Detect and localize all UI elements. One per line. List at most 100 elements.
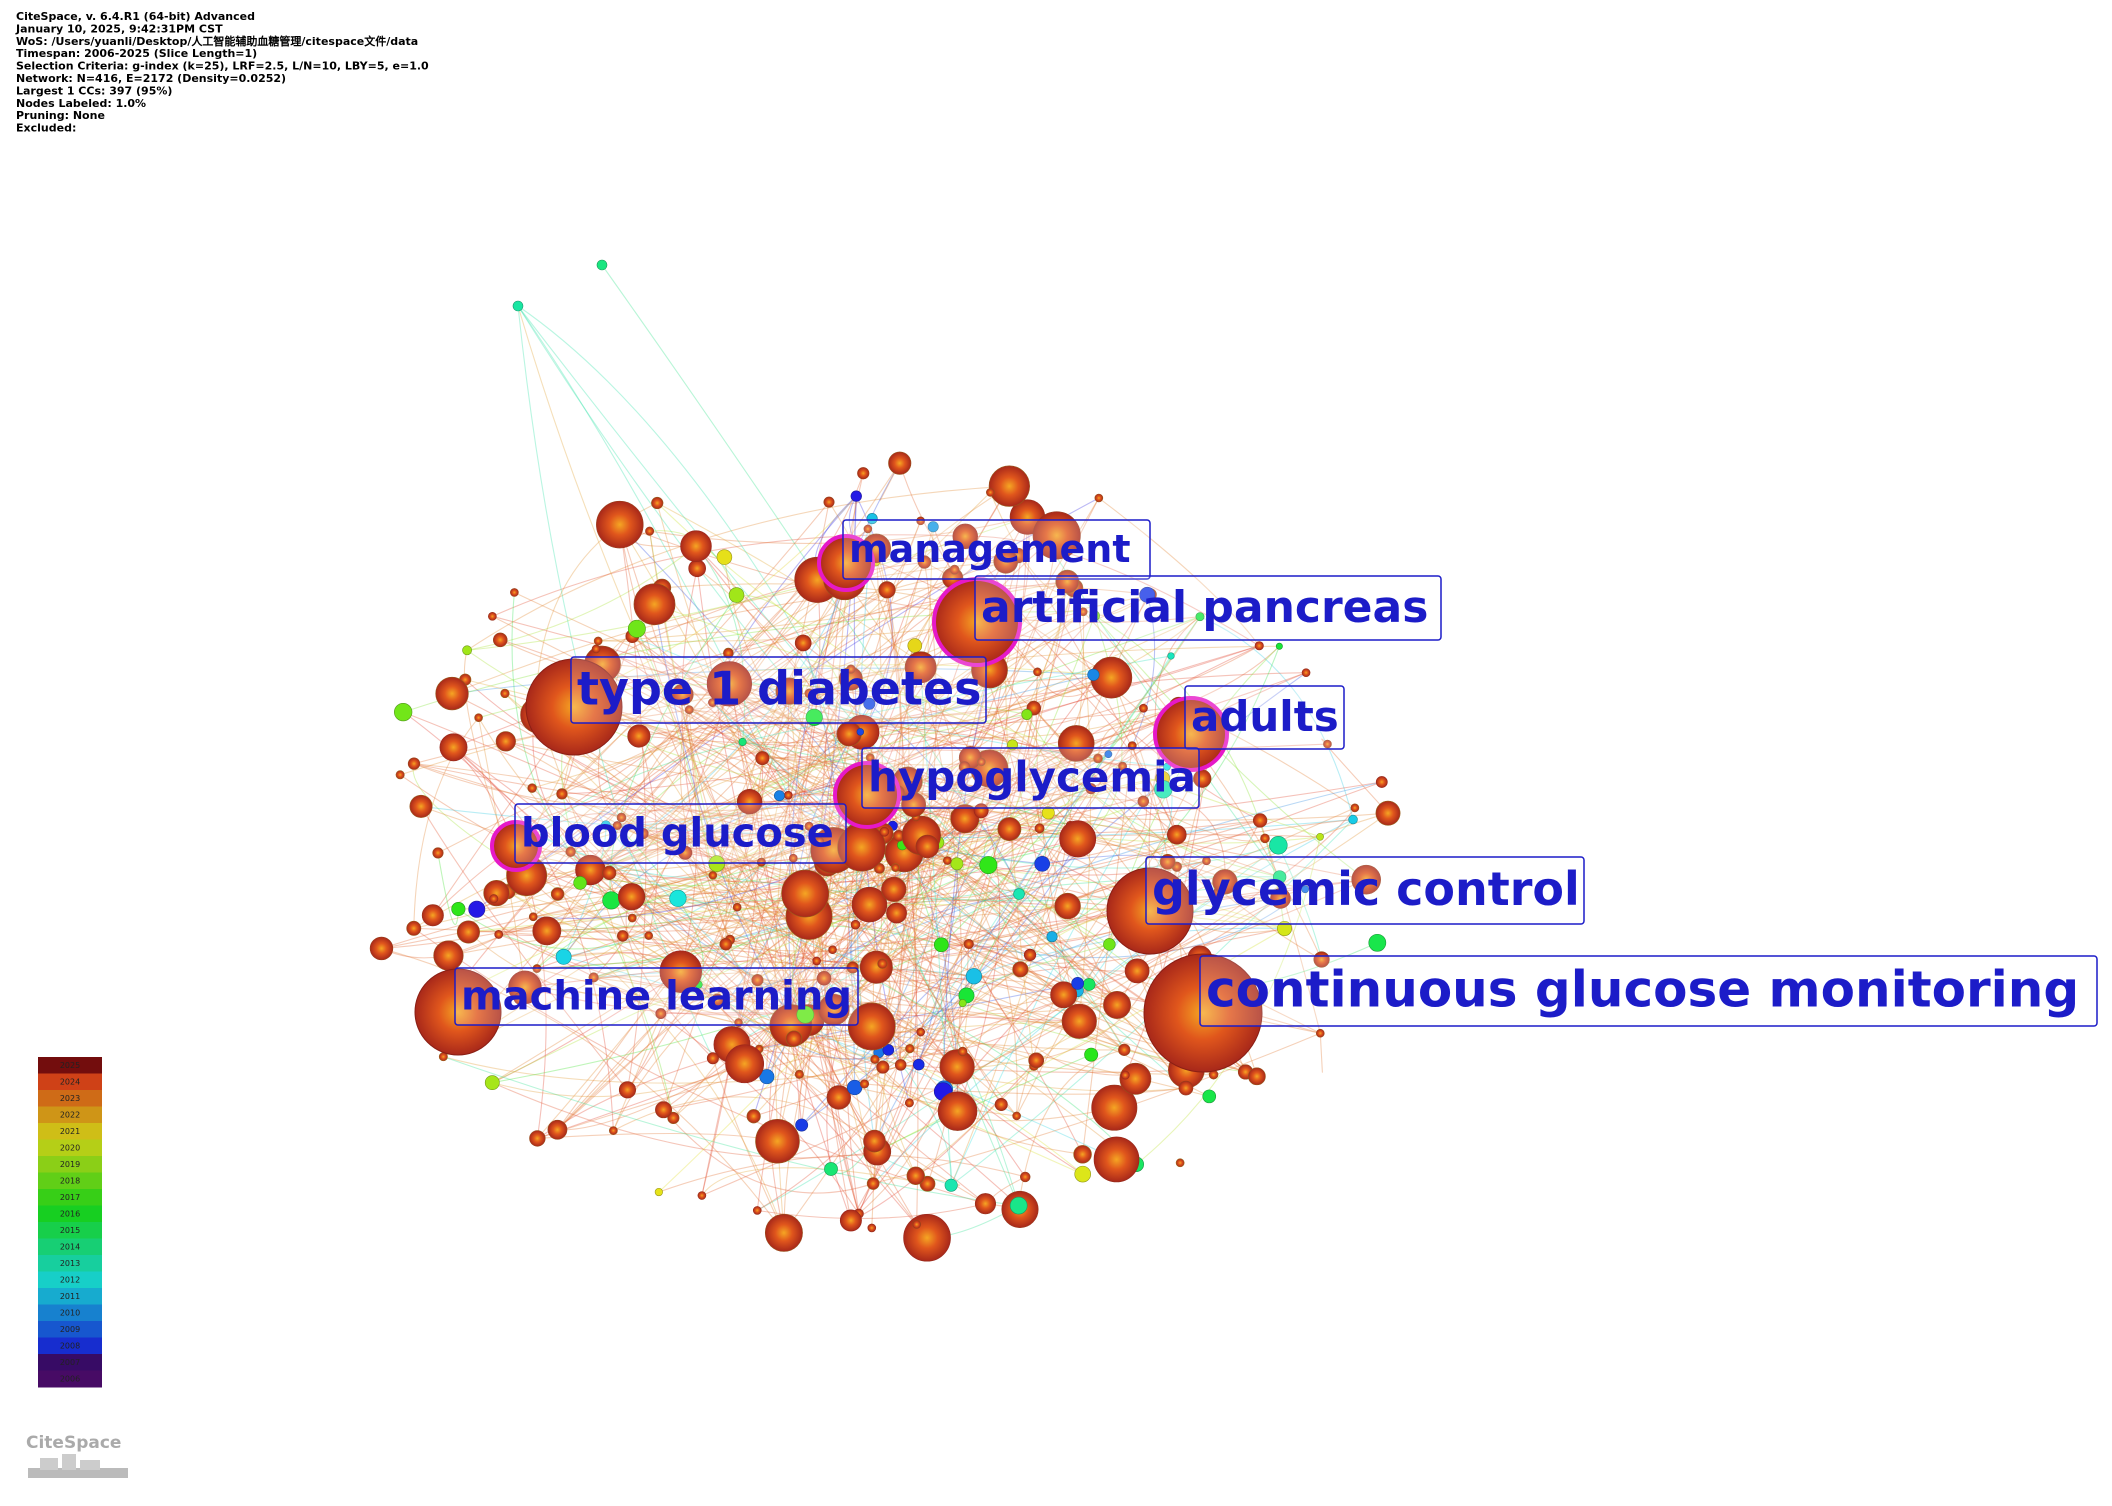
node [462,645,472,656]
legend-year: 2009 [60,1325,80,1334]
node [1175,1158,1185,1168]
keyword-node [525,658,623,756]
legend-year: 2015 [60,1226,80,1235]
node [878,581,896,599]
node [1032,511,1081,560]
edge [467,516,1028,651]
edge [538,714,958,1068]
edge [689,677,1112,721]
edge [701,578,846,1196]
keyword-node [490,820,542,872]
node [565,846,576,857]
edge [631,896,1018,1117]
edge [537,994,1064,1139]
edge [476,611,1084,910]
node [1139,703,1148,713]
edge [809,692,1179,739]
node [866,513,878,525]
edge [609,708,856,780]
node [627,913,637,923]
node [850,490,862,502]
logo-bar [28,1468,128,1478]
node [958,761,971,773]
edge [466,485,1010,651]
node [952,523,978,550]
node [847,1079,863,1096]
edge [798,788,1092,1075]
legend-swatch [38,1354,102,1371]
edge [876,928,1285,1152]
node [863,697,876,710]
edge [965,535,1260,647]
keyword-node [1106,867,1194,955]
node [659,950,702,993]
label-box [1145,856,1585,925]
edge [616,825,883,1068]
edge [788,674,1094,796]
node [494,930,504,939]
node [866,1177,880,1190]
edge [913,749,1210,808]
edge [502,851,958,1112]
node [493,632,508,648]
node [1082,978,1096,991]
edge [688,709,800,1075]
node [435,676,469,711]
node [369,936,394,961]
edge [492,1082,878,1159]
edge [453,746,547,1139]
logo: CiteSpace [26,1433,128,1478]
edge [918,863,958,1065]
node [633,583,676,626]
node [1028,1052,1045,1069]
edge [701,897,1281,1197]
node [916,1027,925,1037]
edge [876,818,1354,968]
node [1202,1089,1217,1104]
header-line: Network: N=416, E=2172 (Density=0.0252) [16,72,286,85]
edge [838,497,1100,1098]
edge [725,578,846,945]
node [937,1091,978,1131]
nodes [369,259,1401,1262]
edge [536,788,1092,970]
edge [861,846,1018,1117]
node [637,828,649,840]
edge [656,502,884,1068]
edge [663,879,1367,1111]
node [943,856,952,865]
node [1085,783,1097,795]
edge [517,305,789,796]
node [1009,1196,1028,1215]
node [783,790,793,800]
node [1301,668,1311,677]
edge [616,825,704,985]
edge [526,875,809,1021]
node [775,677,803,705]
edge [605,780,843,826]
edge [1199,616,1354,820]
node [915,834,940,859]
node [828,945,837,955]
node [795,1118,809,1132]
node [612,821,622,830]
edge [517,305,804,644]
year-legend: 2025 2024 2023 2022 2021 2020 2019 2018 2017 2016… [38,1057,102,1388]
node [815,836,825,847]
edge [563,825,810,958]
edge [464,679,857,841]
node [997,817,1022,841]
node [723,647,734,659]
edge [625,896,714,1059]
node [513,991,527,1005]
edge [526,731,861,877]
edge [502,501,830,853]
edge [402,711,591,871]
edge [944,744,1014,1052]
legend-swatch [38,1288,102,1305]
legend-swatch [38,1172,102,1190]
edge [756,975,975,1211]
node [944,1178,958,1192]
edge [537,1063,745,1139]
edge [701,758,764,1196]
